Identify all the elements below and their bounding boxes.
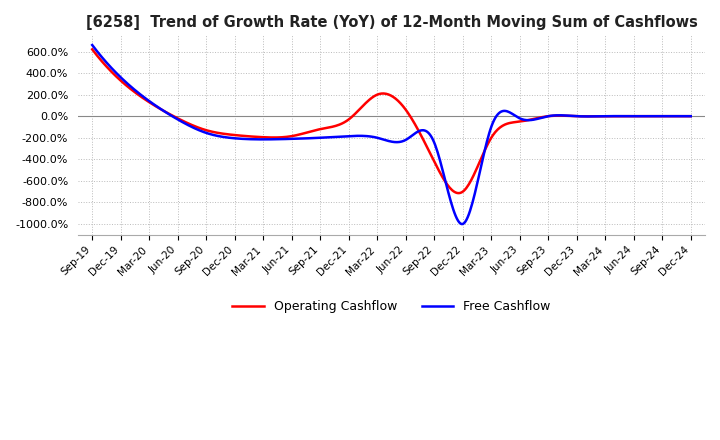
Free Cashflow: [412, 130, 420, 135]
Operating Cashflow: [580, 114, 588, 119]
Operating Cashflow: [376, 91, 384, 96]
Operating Cashflow: [88, 47, 96, 52]
Free Cashflow: [372, 135, 381, 140]
Legend: Operating Cashflow, Free Cashflow: Operating Cashflow, Free Cashflow: [228, 295, 556, 318]
Free Cashflow: [686, 114, 695, 119]
Free Cashflow: [88, 42, 96, 48]
Free Cashflow: [580, 114, 588, 119]
Title: [6258]  Trend of Growth Rate (YoY) of 12-Month Moving Sum of Cashflows: [6258] Trend of Growth Rate (YoY) of 12-…: [86, 15, 698, 30]
Operating Cashflow: [372, 92, 381, 98]
Free Cashflow: [376, 136, 384, 141]
Operating Cashflow: [412, 124, 420, 129]
Free Cashflow: [457, 221, 466, 227]
Operating Cashflow: [444, 183, 453, 189]
Free Cashflow: [444, 191, 453, 196]
Free Cashflow: [673, 114, 682, 119]
Line: Free Cashflow: Free Cashflow: [92, 45, 690, 224]
Operating Cashflow: [686, 114, 695, 119]
Line: Operating Cashflow: Operating Cashflow: [92, 49, 690, 193]
Operating Cashflow: [454, 191, 462, 196]
Operating Cashflow: [673, 114, 682, 119]
